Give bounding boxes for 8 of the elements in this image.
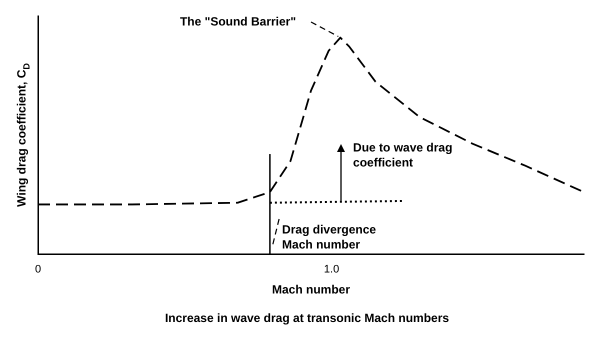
x-tick-label: 1.0 — [324, 264, 340, 276]
text: The "Sound Barrier" — [180, 14, 296, 28]
x-tick-label: 0 — [34, 264, 42, 276]
annotation: Drag divergence Mach number — [282, 222, 376, 252]
x-axis-title: Mach number — [272, 282, 350, 297]
annotation: Due to wave drag coefficient — [353, 140, 452, 170]
text: Increase in wave drag at transonic Mach numbers — [164, 311, 450, 326]
y-axis-title: Wing drag coefficient, CD — [14, 62, 32, 207]
